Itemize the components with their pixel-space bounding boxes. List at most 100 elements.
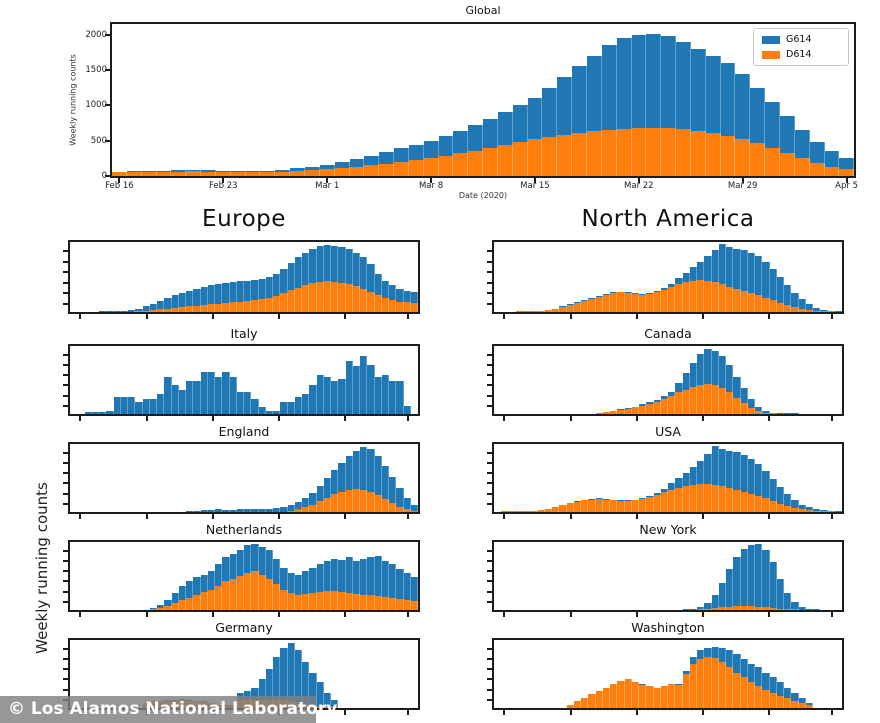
- stacked-bar: [581, 444, 589, 512]
- stacked-bar: [360, 444, 368, 512]
- y-tick-label: 0: [101, 171, 107, 181]
- stacked-bar: [711, 542, 719, 610]
- stacked-bar: [530, 542, 537, 610]
- stacked-bar: [733, 242, 741, 312]
- stacked-bar: [316, 640, 324, 708]
- stacked-bar: [85, 542, 92, 610]
- stacked-bar: [331, 444, 339, 512]
- stacked-bar: [244, 346, 252, 414]
- stacked-bar: [509, 242, 516, 312]
- stacked-bar: [494, 542, 501, 610]
- x-tick-mark: [277, 314, 280, 319]
- stacked-bar: [172, 444, 179, 512]
- stacked-bar: [381, 242, 389, 312]
- stacked-bar: [128, 242, 136, 312]
- stacked-bar: [538, 346, 545, 414]
- stacked-bar: [697, 542, 705, 610]
- stacked-bar: [813, 542, 821, 610]
- y-tick-mark: [63, 394, 68, 397]
- stacked-bar: [769, 640, 777, 708]
- stacked-bar: [726, 640, 734, 708]
- stacked-bar: [675, 542, 682, 610]
- stacked-bar: [805, 640, 813, 708]
- stacked-bar: [588, 346, 595, 414]
- x-tick-mark: [830, 416, 833, 421]
- stacked-bar: [624, 346, 632, 414]
- stacked-bar: [360, 346, 368, 414]
- stacked-bar: [784, 346, 792, 414]
- stacked-bar: [755, 444, 763, 512]
- stacked-bar: [193, 242, 201, 312]
- stacked-bar: [726, 346, 734, 414]
- stacked-bar: [813, 242, 821, 312]
- stacked-bar: [135, 444, 142, 512]
- stacked-bar: [798, 242, 806, 312]
- stacked-bar: [545, 640, 552, 708]
- stacked-bar: [453, 24, 469, 176]
- stacked-bar: [602, 640, 610, 708]
- y-tick-mark: [63, 451, 68, 454]
- y-tick-mark: [63, 271, 68, 274]
- stacked-bar: [302, 444, 310, 512]
- stacked-bar: [244, 242, 252, 312]
- stacked-bar: [689, 242, 697, 312]
- stacked-bar: [538, 542, 545, 610]
- stacked-bar: [408, 24, 424, 176]
- stacked-bar: [704, 242, 712, 312]
- stacked-bar: [769, 444, 777, 512]
- y-tick-mark: [487, 364, 492, 367]
- stacked-bar: [733, 444, 741, 512]
- stacked-bar: [316, 542, 324, 610]
- stacked-bar: [319, 24, 335, 176]
- y-tick-mark: [487, 698, 492, 701]
- stacked-bar: [323, 346, 331, 414]
- stacked-bar: [396, 242, 404, 312]
- stacked-bar: [762, 640, 770, 708]
- x-tick-mark: [741, 178, 744, 183]
- stacked-bar: [733, 542, 741, 610]
- stacked-bar: [106, 542, 113, 610]
- plot-usa: [487, 442, 844, 519]
- stacked-bar: [668, 542, 675, 610]
- stacked-bar: [545, 346, 552, 414]
- plot-europe: [63, 240, 420, 319]
- stacked-bar: [552, 444, 560, 512]
- stacked-bar: [323, 444, 331, 512]
- y-tick-mark: [487, 502, 492, 505]
- stacked-bar: [689, 444, 697, 512]
- stacked-bar: [682, 542, 690, 610]
- stacked-bar: [508, 444, 516, 512]
- stacked-bar: [265, 242, 273, 312]
- stacked-bar: [178, 542, 186, 610]
- stacked-bar: [523, 640, 530, 708]
- x-tick-mark: [635, 314, 638, 319]
- stacked-bar: [747, 242, 755, 312]
- stacked-bar: [596, 542, 603, 610]
- stacked-bar: [302, 346, 310, 414]
- chart-title-germany: Germany: [215, 620, 273, 635]
- stacked-bar: [352, 542, 360, 610]
- stacked-bar: [150, 444, 157, 512]
- stacked-bar: [389, 640, 396, 708]
- stacked-bar: [617, 346, 625, 414]
- stacked-bar: [799, 346, 806, 414]
- stacked-bar: [345, 346, 353, 414]
- stacked-bar: [367, 640, 374, 708]
- x-tick-label: Mar 15: [520, 181, 550, 191]
- stacked-bar: [765, 24, 780, 176]
- stacked-bar: [215, 444, 223, 512]
- stacked-bar: [530, 640, 537, 708]
- stacked-bar: [77, 346, 84, 414]
- stacked-bar: [186, 242, 194, 312]
- stacked-bar: [523, 346, 530, 414]
- stacked-bar: [631, 346, 639, 414]
- stacked-bar: [323, 242, 331, 312]
- stacked-bar: [704, 542, 712, 610]
- stacked-bar: [222, 444, 230, 512]
- stacked-bar: [617, 444, 625, 512]
- y-tick-mark: [487, 260, 492, 263]
- y-tick-mark: [63, 647, 68, 650]
- stacked-bar: [509, 542, 516, 610]
- stacked-bar: [70, 242, 77, 312]
- stacked-bar: [538, 640, 545, 708]
